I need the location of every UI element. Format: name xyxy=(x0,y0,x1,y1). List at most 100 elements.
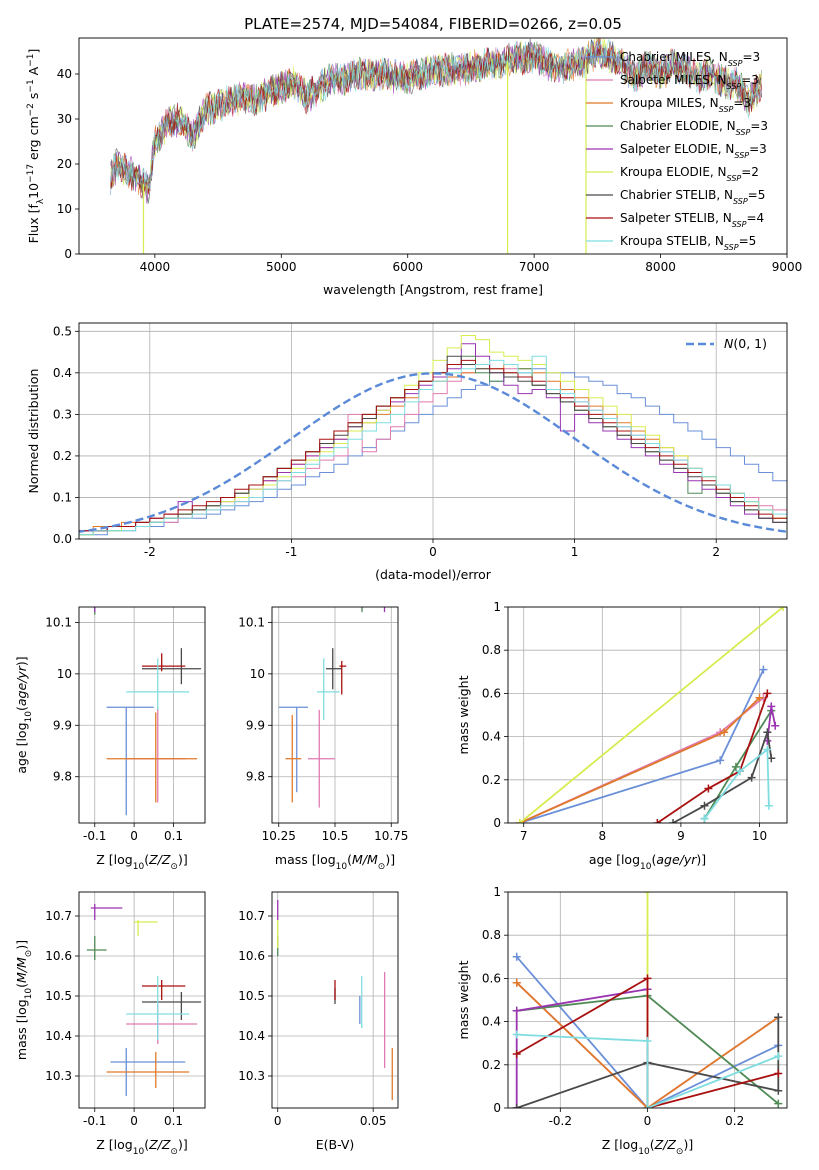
label-part: −17 xyxy=(26,164,36,183)
axes-frame xyxy=(78,891,206,1109)
y-tick-label: 10.7 xyxy=(45,909,72,923)
y-tick-label: 10 xyxy=(57,202,72,216)
errorbar-point xyxy=(326,648,342,690)
y-tick-label: 10.4 xyxy=(45,1029,72,1043)
axes-frame xyxy=(271,891,399,1109)
y-tick-label: 9.8 xyxy=(53,770,72,784)
label-part: N xyxy=(724,336,734,351)
x-tick-label: -2 xyxy=(144,545,156,559)
errorbar-point xyxy=(106,712,198,803)
label-part: λ xyxy=(36,198,46,204)
weight-marker xyxy=(763,745,772,754)
legend-label: Chabrier ELODIE, NSSP=3 xyxy=(620,119,768,137)
x-tick-label: 9000 xyxy=(772,260,803,274)
y-tick-label: 0.2 xyxy=(482,1058,501,1072)
weight-marker xyxy=(774,1013,783,1022)
errorbar-point xyxy=(134,581,150,602)
weight-marker xyxy=(716,756,725,765)
x-tick-label: 10.25 xyxy=(262,829,296,843)
plot-area xyxy=(79,323,787,539)
x-tick-label: 10 xyxy=(752,829,767,843)
y-tick-label: 10.7 xyxy=(238,909,265,923)
y-tick-label: 0.8 xyxy=(482,928,501,942)
label-part: Flux [f xyxy=(26,204,41,244)
weight-marker xyxy=(643,974,652,983)
errorbar-point xyxy=(86,936,107,960)
y-axis-label: mass [log10(M/M⊙)] xyxy=(14,940,34,1060)
x-tick-label: 10.75 xyxy=(374,829,408,843)
label-part: age [log xyxy=(14,722,29,773)
weight-marker xyxy=(512,1104,521,1108)
errorbar-point xyxy=(106,1052,190,1088)
panel-mass_vs_EBV: 0 0.05 10.3 10.4 10.5 10.6 10.7 E(B-V) xyxy=(238,891,399,1152)
label-part: −1 xyxy=(26,54,36,67)
y-tick-label: 0 xyxy=(493,816,501,830)
errorbar-point xyxy=(126,976,190,1040)
label-part: ⊙ xyxy=(170,1147,178,1157)
label-part: 10 xyxy=(133,862,145,872)
y-axis-label: mass weight xyxy=(456,675,471,754)
legend-label: Chabrier STELIB, NSSP=5 xyxy=(620,188,765,206)
weight-marker xyxy=(759,665,768,674)
weight-series xyxy=(519,696,764,823)
errorbar-point xyxy=(317,658,340,721)
weight-marker xyxy=(700,801,709,810)
label-part: Z [log xyxy=(96,852,132,867)
y-tick-label: 10 xyxy=(57,667,72,681)
x-tick-label: 10.5 xyxy=(322,829,349,843)
label-part: Kroupa MILES, N xyxy=(620,96,719,110)
label-part: )] xyxy=(178,1137,188,1152)
label-part: 10 xyxy=(24,988,34,1000)
weight-series xyxy=(703,747,770,820)
legend-label: Kroupa ELODIE, NSSP=2 xyxy=(620,165,759,183)
label-part: SSP xyxy=(734,151,749,160)
errorbar-point xyxy=(371,581,382,602)
weight-marker xyxy=(763,689,772,698)
y-tick-label: 9.9 xyxy=(246,718,265,732)
plot-area xyxy=(508,892,787,1108)
errorbar-point xyxy=(339,661,347,695)
x-tick-label: 8000 xyxy=(645,260,676,274)
label-part: )] xyxy=(385,852,395,867)
x-tick-label: 0 xyxy=(274,1114,282,1128)
label-part: Salpeter ELODIE, N xyxy=(620,142,734,156)
y-tick-label: 0.1 xyxy=(53,490,72,504)
label-part: ⊙ xyxy=(676,1147,684,1157)
legend-label: N(0, 1) xyxy=(724,336,767,351)
weight-marker xyxy=(767,702,776,711)
x-tick-label: 4000 xyxy=(140,260,171,274)
y-axis-label: Normed distribution xyxy=(26,369,41,494)
errorbar-point xyxy=(134,920,158,936)
weight-marker xyxy=(779,607,787,611)
label-part: 10 xyxy=(26,183,41,199)
label-part: =3 xyxy=(741,73,759,87)
label-part: =3 xyxy=(750,119,768,133)
axes-frame xyxy=(78,322,788,540)
weight-marker xyxy=(643,892,652,896)
label-part: M/M xyxy=(352,852,378,867)
x-tick-label: 1 xyxy=(571,545,579,559)
label-part: A xyxy=(26,66,41,79)
weight-marker xyxy=(774,1099,783,1108)
y-tick-label: 10.4 xyxy=(238,1029,265,1043)
histogram-series xyxy=(79,355,787,539)
x-tick-label: 7 xyxy=(520,829,528,843)
x-axis-label: Z [log10(Z/Z⊙)] xyxy=(602,1137,693,1157)
errorbar-point xyxy=(126,1004,198,1044)
weight-marker xyxy=(755,693,764,702)
weight-series xyxy=(703,710,773,820)
spectrum-line xyxy=(110,38,762,198)
label-part: =2 xyxy=(741,165,759,179)
label-part: age [log xyxy=(589,852,640,867)
panel-mass_vs_Z: -0.1 0 0.110.310.410.510.610.7Z [log10(Z/Z… xyxy=(14,891,206,1157)
label-part: age/yr xyxy=(656,852,697,867)
y-tick-label: 10 xyxy=(250,667,265,681)
label-part: Chabrier ELODIE, N xyxy=(620,119,736,133)
label-part: Z [log xyxy=(602,1137,638,1152)
y-tick-label: 10.1 xyxy=(45,615,72,629)
histogram-series xyxy=(79,368,787,539)
weight-series xyxy=(516,1033,779,1108)
y-tick-label: 9.8 xyxy=(246,770,265,784)
